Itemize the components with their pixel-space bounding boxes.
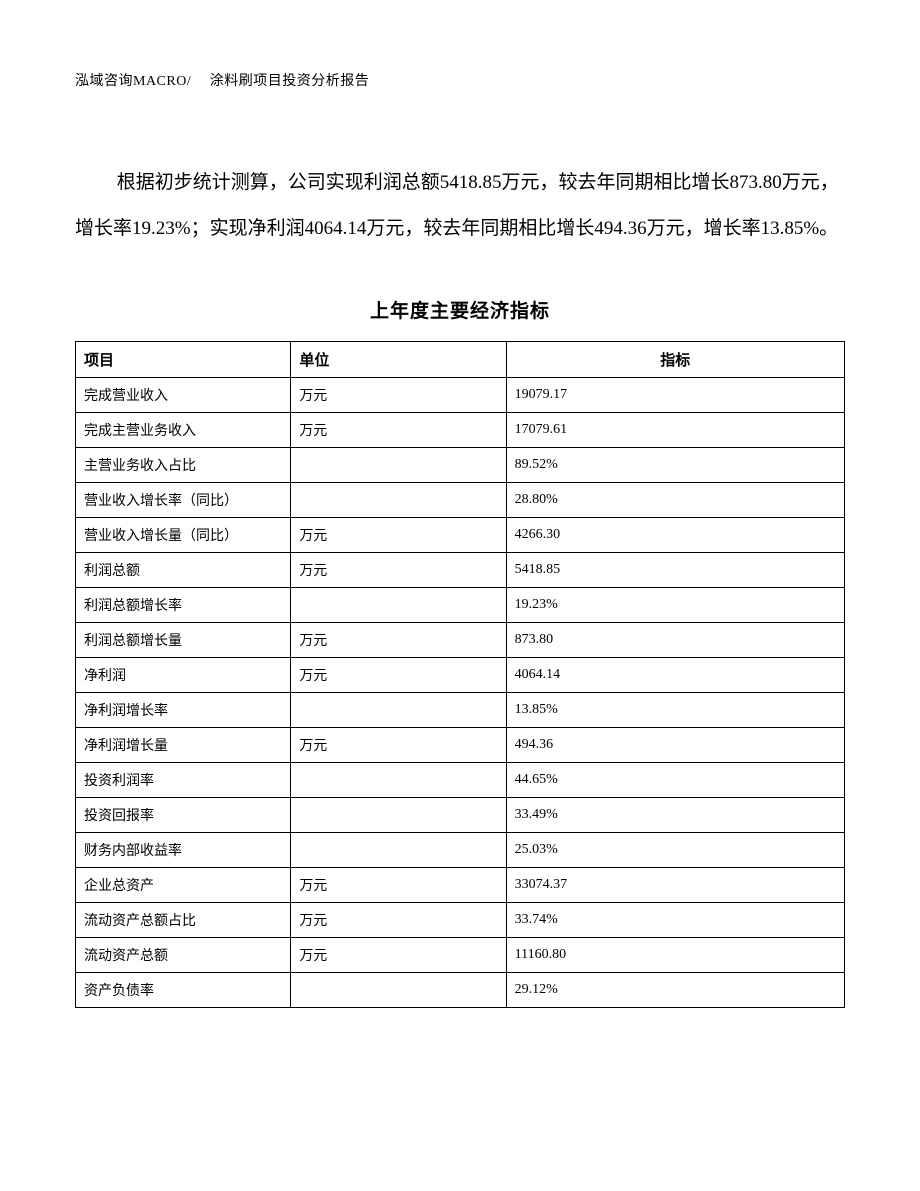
table-row: 净利润增长率 13.85% bbox=[76, 693, 845, 728]
table-row: 投资回报率 33.49% bbox=[76, 798, 845, 833]
table-row: 利润总额增长率 19.23% bbox=[76, 588, 845, 623]
cell-unit: 万元 bbox=[291, 903, 506, 938]
cell-value: 19.23% bbox=[506, 588, 844, 623]
cell-value: 28.80% bbox=[506, 483, 844, 518]
cell-item: 流动资产总额占比 bbox=[76, 903, 291, 938]
table-row: 流动资产总额万元11160.80 bbox=[76, 938, 845, 973]
column-header-unit: 单位 bbox=[291, 342, 506, 378]
table-row: 利润总额增长量万元873.80 bbox=[76, 623, 845, 658]
table-header-row: 项目 单位 指标 bbox=[76, 342, 845, 378]
cell-unit: 万元 bbox=[291, 553, 506, 588]
cell-item: 财务内部收益率 bbox=[76, 833, 291, 868]
table-row: 流动资产总额占比万元33.74% bbox=[76, 903, 845, 938]
cell-value: 33074.37 bbox=[506, 868, 844, 903]
cell-unit: 万元 bbox=[291, 623, 506, 658]
cell-value: 89.52% bbox=[506, 448, 844, 483]
cell-unit: 万元 bbox=[291, 658, 506, 693]
cell-unit bbox=[291, 588, 506, 623]
table-row: 净利润万元4064.14 bbox=[76, 658, 845, 693]
cell-unit: 万元 bbox=[291, 868, 506, 903]
table-row: 完成营业收入万元19079.17 bbox=[76, 378, 845, 413]
cell-unit bbox=[291, 448, 506, 483]
table-row: 完成主营业务收入万元17079.61 bbox=[76, 413, 845, 448]
cell-item: 营业收入增长率（同比） bbox=[76, 483, 291, 518]
cell-item: 投资利润率 bbox=[76, 763, 291, 798]
cell-unit: 万元 bbox=[291, 938, 506, 973]
table-row: 营业收入增长率（同比） 28.80% bbox=[76, 483, 845, 518]
cell-unit bbox=[291, 798, 506, 833]
cell-item: 完成主营业务收入 bbox=[76, 413, 291, 448]
column-header-value: 指标 bbox=[506, 342, 844, 378]
table-title: 上年度主要经济指标 bbox=[75, 296, 845, 323]
cell-unit: 万元 bbox=[291, 378, 506, 413]
table-body: 完成营业收入万元19079.17完成主营业务收入万元17079.61主营业务收入… bbox=[76, 378, 845, 1008]
cell-item: 主营业务收入占比 bbox=[76, 448, 291, 483]
cell-unit bbox=[291, 763, 506, 798]
cell-value: 11160.80 bbox=[506, 938, 844, 973]
body-paragraph: 根据初步统计测算，公司实现利润总额5418.85万元，较去年同期相比增长873.… bbox=[75, 160, 845, 251]
cell-unit: 万元 bbox=[291, 518, 506, 553]
cell-value: 5418.85 bbox=[506, 553, 844, 588]
cell-unit bbox=[291, 693, 506, 728]
table-row: 财务内部收益率 25.03% bbox=[76, 833, 845, 868]
cell-item: 投资回报率 bbox=[76, 798, 291, 833]
table-row: 资产负债率 29.12% bbox=[76, 973, 845, 1008]
cell-value: 494.36 bbox=[506, 728, 844, 763]
column-header-item: 项目 bbox=[76, 342, 291, 378]
cell-item: 净利润增长量 bbox=[76, 728, 291, 763]
cell-item: 资产负债率 bbox=[76, 973, 291, 1008]
table-row: 营业收入增长量（同比）万元4266.30 bbox=[76, 518, 845, 553]
table-row: 净利润增长量万元494.36 bbox=[76, 728, 845, 763]
document-header: 泓域咨询MACRO/ 涂料刷项目投资分析报告 bbox=[75, 70, 845, 90]
cell-item: 净利润增长率 bbox=[76, 693, 291, 728]
cell-unit: 万元 bbox=[291, 728, 506, 763]
cell-value: 29.12% bbox=[506, 973, 844, 1008]
table-row: 企业总资产万元33074.37 bbox=[76, 868, 845, 903]
cell-value: 33.49% bbox=[506, 798, 844, 833]
cell-value: 33.74% bbox=[506, 903, 844, 938]
economic-indicators-table: 项目 单位 指标 完成营业收入万元19079.17完成主营业务收入万元17079… bbox=[75, 341, 845, 1008]
cell-item: 利润总额 bbox=[76, 553, 291, 588]
cell-value: 873.80 bbox=[506, 623, 844, 658]
cell-item: 利润总额增长量 bbox=[76, 623, 291, 658]
cell-item: 利润总额增长率 bbox=[76, 588, 291, 623]
cell-value: 4064.14 bbox=[506, 658, 844, 693]
cell-unit bbox=[291, 973, 506, 1008]
cell-value: 44.65% bbox=[506, 763, 844, 798]
cell-value: 19079.17 bbox=[506, 378, 844, 413]
table-row: 投资利润率 44.65% bbox=[76, 763, 845, 798]
cell-item: 企业总资产 bbox=[76, 868, 291, 903]
cell-value: 4266.30 bbox=[506, 518, 844, 553]
table-row: 利润总额万元5418.85 bbox=[76, 553, 845, 588]
cell-value: 17079.61 bbox=[506, 413, 844, 448]
cell-item: 流动资产总额 bbox=[76, 938, 291, 973]
cell-value: 25.03% bbox=[506, 833, 844, 868]
cell-unit: 万元 bbox=[291, 413, 506, 448]
cell-item: 营业收入增长量（同比） bbox=[76, 518, 291, 553]
cell-unit bbox=[291, 833, 506, 868]
cell-unit bbox=[291, 483, 506, 518]
cell-value: 13.85% bbox=[506, 693, 844, 728]
table-row: 主营业务收入占比 89.52% bbox=[76, 448, 845, 483]
cell-item: 完成营业收入 bbox=[76, 378, 291, 413]
cell-item: 净利润 bbox=[76, 658, 291, 693]
